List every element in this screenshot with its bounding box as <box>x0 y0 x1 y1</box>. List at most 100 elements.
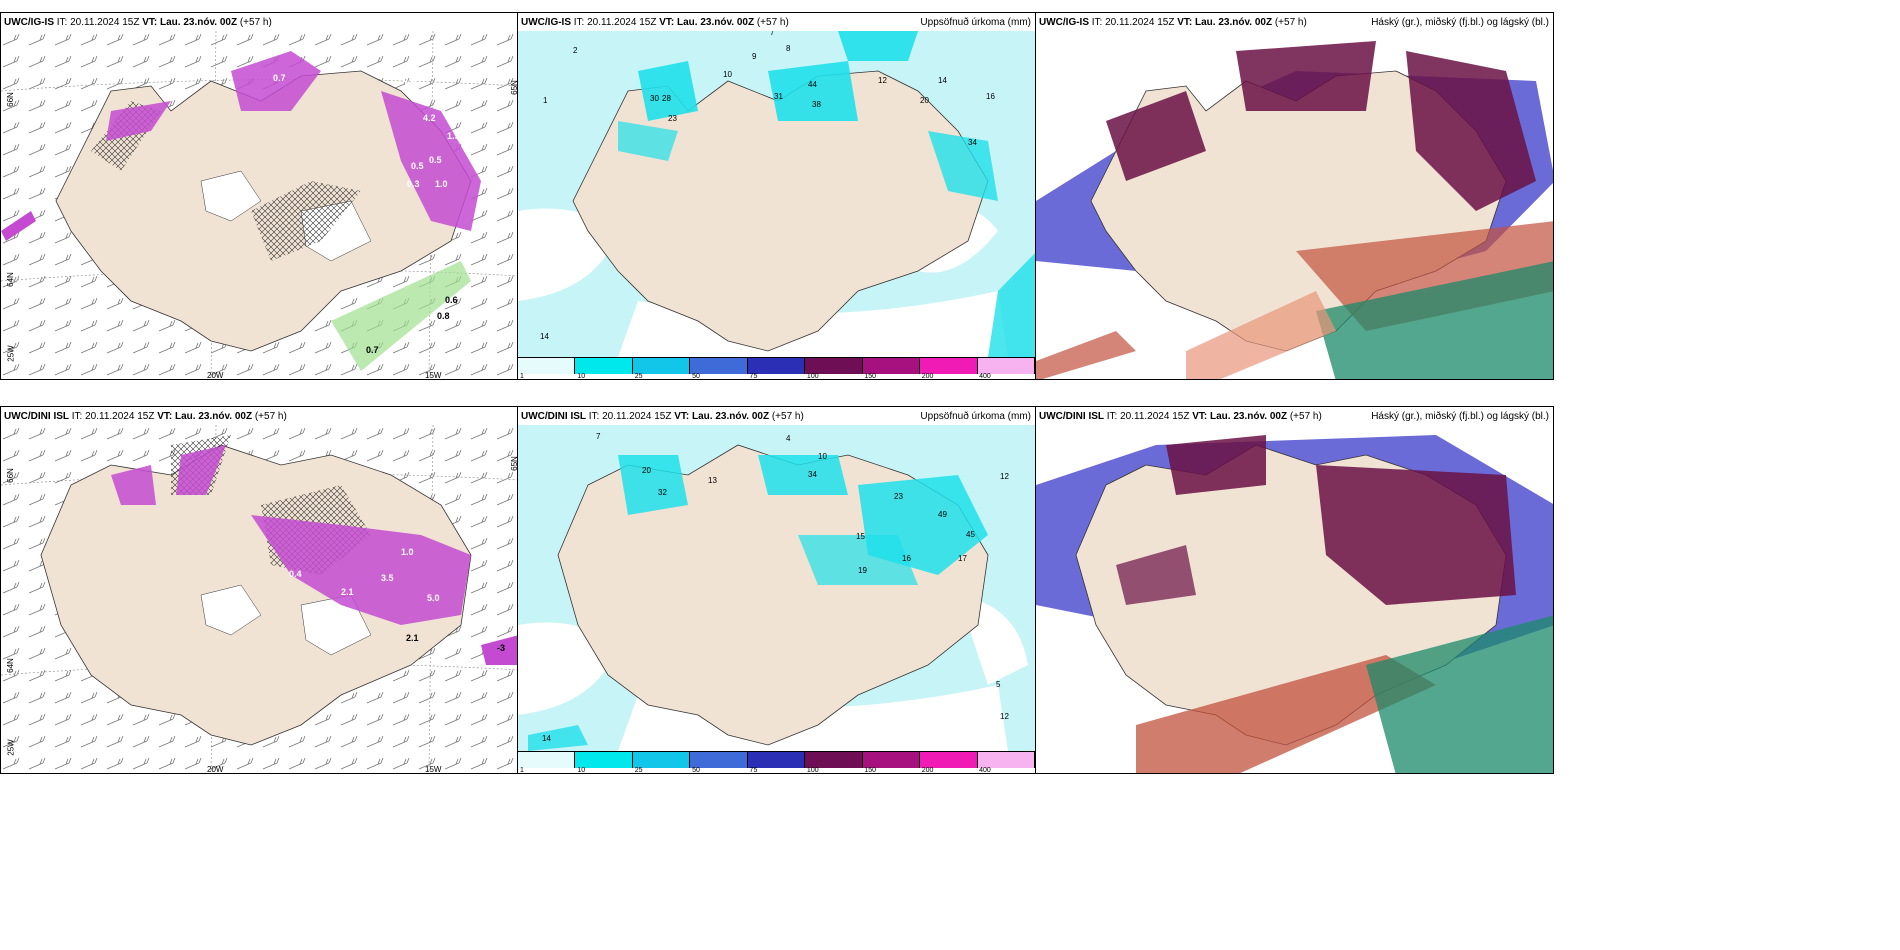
panel-header: UWC/DINI ISL IT: 20.11.2024 15Z VT: Lau.… <box>521 411 804 422</box>
colorbar-tick: 400 <box>979 767 991 774</box>
precip-value: 1.5 <box>447 131 460 141</box>
model-name: UWC/IG-IS <box>1039 17 1089 28</box>
colorbar-tick: 100 <box>806 767 819 774</box>
colorbar-tick: 150 <box>864 767 876 774</box>
precip-value: 0.5 <box>429 155 442 165</box>
colorbar-tick: 50 <box>692 767 700 774</box>
precip-value: 44 <box>808 80 817 89</box>
lon-label-15w: 15W <box>425 371 442 380</box>
iceland-land <box>40 444 472 746</box>
colorbar-tick: 10 <box>577 373 586 380</box>
model-name: UWC/IG-IS <box>4 17 54 28</box>
precip-value: 2 <box>573 46 578 55</box>
iceland-land <box>572 70 989 352</box>
issue-time: IT: 20.11.2024 15Z <box>573 17 657 28</box>
panel-top-left-wind: UWC/IG-IS IT: 20.11.2024 15Z VT: Lau. 23… <box>0 12 518 380</box>
precip-value: 28 <box>662 94 671 103</box>
colorbar-cell <box>862 358 921 374</box>
valid-label: VT: <box>659 17 675 28</box>
precip-value: 38 <box>812 100 821 109</box>
precip-value: 5.0 <box>427 593 440 603</box>
panel-title: Uppsöfnuð úrkoma (mm) <box>920 17 1031 28</box>
valid-time: Lau. 23.nóv. 00Z <box>1195 17 1273 28</box>
panel-bottom-left-wind: UWC/DINI ISL IT: 20.11.2024 15Z VT: Lau.… <box>0 406 518 774</box>
precip-value: 20 <box>642 466 651 475</box>
precip-value: 8 <box>786 44 791 53</box>
valid-time: Lau. 23.nóv. 00Z <box>677 17 755 28</box>
lon-label-20w: 20W <box>207 371 224 380</box>
lead-time: (+57 h) <box>756 17 789 28</box>
precip-value: 19 <box>858 566 867 575</box>
lat-label-66n: 66N <box>5 468 15 483</box>
colorbar-cell <box>690 358 748 374</box>
precip-map: 2 1 7 10 12 14 20 30 16 23 34 38 31 44 2… <box>518 31 1035 357</box>
precip-value: 7 <box>596 432 601 441</box>
colorbar-cell <box>920 358 978 374</box>
precip-value: 14 <box>540 332 549 341</box>
precip-map: 7 4 10 12 20 32 13 34 23 49 45 15 19 16 … <box>518 425 1035 751</box>
lead-time: (+57 h) <box>771 411 804 422</box>
precip-value: 9 <box>752 52 757 61</box>
issue-time: IT: 20.11.2024 15Z <box>588 411 672 422</box>
panel-header: UWC/IG-IS IT: 20.11.2024 15Z VT: Lau. 23… <box>4 17 272 28</box>
precip-value: 4.2 <box>423 113 436 123</box>
precip-value: 1.0 <box>435 179 448 189</box>
issue-time: IT: 20.11.2024 15Z <box>1091 17 1175 28</box>
precip-value: 12 <box>1000 712 1009 721</box>
colorbar-cell <box>862 752 921 768</box>
panel-top-middle-precip: UWC/IG-IS IT: 20.11.2024 15Z VT: Lau. 23… <box>517 12 1036 380</box>
lat-label-25w: 25W <box>6 739 16 756</box>
precip-value: 14 <box>938 76 947 85</box>
precip-value: 20 <box>920 96 929 105</box>
precip-value: 16 <box>902 554 911 563</box>
issue-time: IT: 20.11.2024 15Z <box>56 17 140 28</box>
precip-value: 1.0 <box>401 547 414 557</box>
panel-top-right-cloud: UWC/IG-IS IT: 20.11.2024 15Z VT: Lau. 23… <box>1035 12 1554 380</box>
colorbar-cell <box>632 752 691 768</box>
precip-value: 10 <box>818 452 827 461</box>
precip-value: 0.6 <box>445 295 458 305</box>
panel-header: UWC/IG-IS IT: 20.11.2024 15Z VT: Lau. 23… <box>1039 17 1307 28</box>
precip-value: 32 <box>658 488 667 497</box>
valid-label: VT: <box>142 17 158 28</box>
colorbar-cell <box>977 358 1035 374</box>
precip-value: 0.4 <box>321 605 334 615</box>
colorbar-tick: 200 <box>921 373 934 380</box>
precip-value: 0.5 <box>411 161 424 171</box>
precip-value: 2.1 <box>406 633 419 643</box>
colorbar-tick: 50 <box>692 373 700 380</box>
colorbar-cell <box>575 752 633 768</box>
precip-value: 13 <box>708 476 717 485</box>
precip-value: 34 <box>808 470 817 479</box>
precip-value: 1 <box>543 96 548 105</box>
precip-value: 45 <box>966 530 975 539</box>
precip-value: 2.1 <box>341 587 354 597</box>
precip-value: 3.5 <box>381 573 394 583</box>
precip-value: 10 <box>723 70 732 79</box>
valid-label: VT: <box>157 411 173 422</box>
panel-header: UWC/DINI ISL IT: 20.11.2024 15Z VT: Lau.… <box>4 411 287 422</box>
lead-time: (+57 h) <box>254 411 287 422</box>
lead-time: (+57 h) <box>1289 411 1322 422</box>
colorbar-tick: 75 <box>749 767 758 774</box>
precip-value: 7 <box>770 31 775 37</box>
colorbar-tick: 1 <box>520 373 524 380</box>
wind-precip-map: 1.0 2.1 3.5 5.0 0.4 0.4 2.1 -3 <box>1 425 517 773</box>
precip-value: 0.3 <box>407 179 420 189</box>
model-name: UWC/IG-IS <box>521 17 571 28</box>
valid-time: Lau. 23.nóv. 00Z <box>1210 411 1288 422</box>
lon-label-20w: 20W <box>207 765 224 774</box>
colorbar-cell <box>977 752 1035 768</box>
precip-value: 12 <box>878 76 887 85</box>
lat-label-66n: 66N <box>5 92 15 107</box>
lat-label-25w: 25W <box>6 345 16 362</box>
colorbar-cell <box>805 752 863 768</box>
panel-bottom-middle-precip: UWC/DINI ISL IT: 20.11.2024 15Z VT: Lau.… <box>517 406 1036 774</box>
panel-title: Uppsöfnuð úrkoma (mm) <box>920 411 1031 422</box>
precip-value: 17 <box>958 554 967 563</box>
colorbar-cell <box>518 752 576 768</box>
valid-label: VT: <box>1192 411 1208 422</box>
precip-value: 5 <box>996 680 1001 689</box>
colorbar-cell <box>575 358 633 374</box>
lon-label-15w: 15W <box>425 765 442 774</box>
